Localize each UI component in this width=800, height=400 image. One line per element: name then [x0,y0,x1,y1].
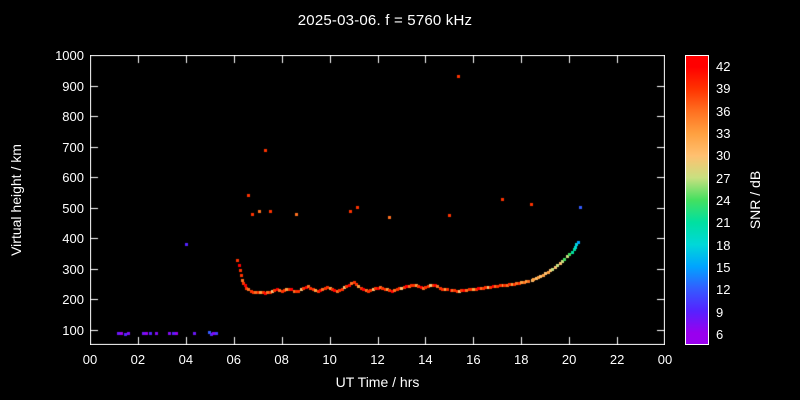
x-tick-label: 12 [370,352,385,367]
x-tick-label: 16 [466,352,481,367]
x-tick-label: 04 [178,352,194,367]
chart-title: 2025-03-06. f = 5760 kHz [297,12,473,29]
colorbar-tick-label: 15 [716,259,731,275]
colorbar-tick-label: 42 [716,59,731,75]
colorbar-tick-label: 33 [716,126,731,142]
y-tick-label: 800 [62,109,84,125]
colorbar-tick-label: 21 [716,215,731,231]
colorbar-tick-label: 36 [716,103,731,119]
colorbar-gradient [685,55,709,345]
x-tick-label: 08 [274,352,289,367]
y-axis-label: Virtual height / km [8,144,24,256]
y-tick-label: 600 [62,170,84,186]
y-tick-label: 900 [62,78,84,94]
x-tick-label: 00 [82,352,98,367]
colorbar-tick-label: 30 [716,148,731,164]
x-tick-label: 02 [130,352,146,367]
x-tick-label: 10 [322,352,337,367]
colorbar-tick-label: 24 [716,193,731,208]
y-tick-label: 300 [62,261,84,277]
y-tick-label: 700 [62,139,84,155]
colorbar-tick-label: 18 [716,237,731,253]
colorbar-tick-label: 39 [716,81,731,97]
x-tick-label: 20 [561,352,577,367]
colorbar-tick-label: 6 [716,326,724,342]
colorbar-tick-label: 12 [716,282,731,298]
colorbar-tick-label: 9 [716,304,724,320]
x-tick-label: 22 [609,352,625,367]
colorbar-tick-label: 27 [716,170,731,186]
x-tick-label: 00 [657,352,673,367]
x-tick-label: 14 [418,352,433,367]
x-tick-label: 06 [226,352,241,367]
y-tick-label: 100 [62,322,84,338]
x-tick-label: 18 [514,352,529,367]
x-axis-label: UT Time / hrs [335,374,420,390]
y-tick-label: 500 [62,200,84,216]
plot-area [90,55,665,345]
y-tick-label: 400 [62,231,84,247]
y-tick-label: 200 [62,292,84,308]
colorbar-label: SNR / dB [747,170,763,230]
y-tick-label: 1000 [55,48,84,63]
